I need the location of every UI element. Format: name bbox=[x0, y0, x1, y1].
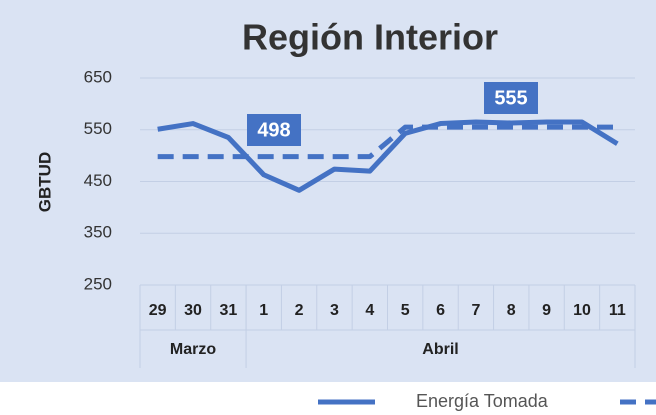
series-line bbox=[157, 119, 619, 193]
y-tick-label: 650 bbox=[84, 67, 112, 86]
y-tick-label: 250 bbox=[84, 274, 112, 293]
x-tick-label: 29 bbox=[149, 302, 167, 319]
x-tick-label: 6 bbox=[436, 302, 445, 319]
y-tick-label: 450 bbox=[84, 171, 112, 190]
x-tick-label: 11 bbox=[609, 302, 626, 319]
data-label-box bbox=[247, 114, 301, 146]
x-tick-label: 7 bbox=[471, 302, 480, 319]
x-group-label: Marzo bbox=[170, 341, 216, 358]
x-group-label: Abril bbox=[422, 341, 458, 358]
y-tick-label: 550 bbox=[84, 119, 112, 138]
legend-label: Energía Tomada bbox=[416, 391, 549, 411]
chart-background bbox=[0, 0, 656, 382]
y-axis-label: GBTUD bbox=[35, 152, 54, 212]
x-tick-label: 1 bbox=[259, 302, 268, 319]
x-tick-label: 31 bbox=[219, 302, 237, 319]
y-tick-label: 350 bbox=[84, 223, 112, 242]
x-tick-label: 30 bbox=[184, 302, 202, 319]
x-tick-label: 5 bbox=[401, 302, 410, 319]
x-tick-label: 2 bbox=[295, 302, 304, 319]
data-label: 498 bbox=[257, 119, 290, 141]
x-tick-label: 10 bbox=[573, 302, 591, 319]
chart-title: Región Interior bbox=[242, 17, 498, 58]
x-tick-label: 4 bbox=[365, 302, 374, 319]
x-tick-label: 9 bbox=[542, 302, 551, 319]
data-label: 555 bbox=[494, 87, 527, 109]
x-tick-label: 3 bbox=[330, 302, 339, 319]
data-label-box bbox=[484, 82, 538, 114]
series-line bbox=[157, 124, 618, 160]
x-tick-label: 8 bbox=[507, 302, 516, 319]
